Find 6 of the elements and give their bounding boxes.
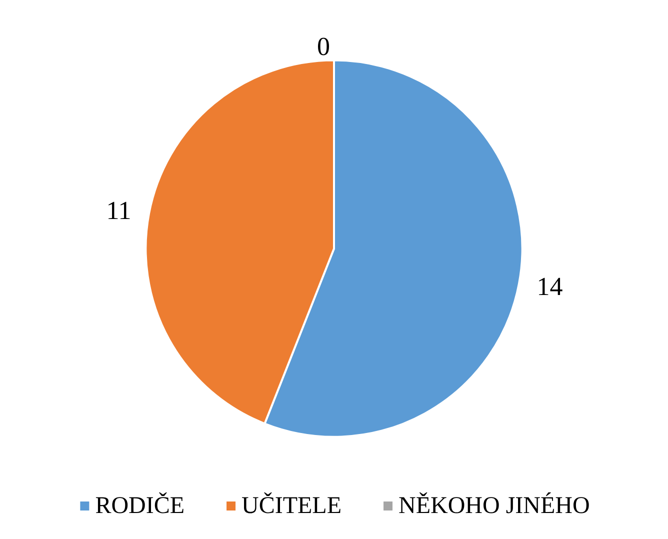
legend-label: RODIČE (95, 492, 185, 519)
text: 0 (317, 32, 330, 61)
data-label: 11 (106, 196, 132, 226)
legend-label: NĚKOHO JINÉHO (398, 492, 590, 519)
data-label: 14 (536, 272, 563, 301)
legend-label: UČITELE (242, 492, 342, 519)
